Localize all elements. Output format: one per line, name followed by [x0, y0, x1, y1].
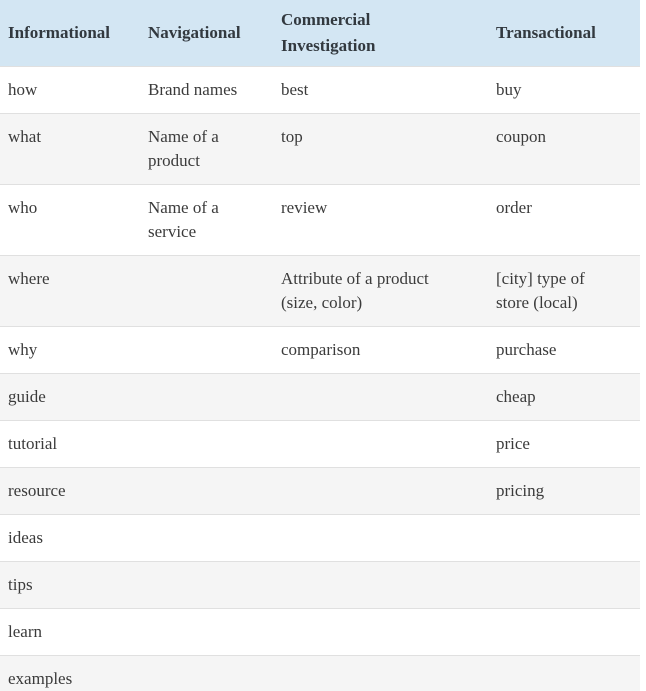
cell-transactional: [488, 561, 640, 609]
cell-navigational: [140, 608, 273, 656]
table-row: learn: [0, 608, 640, 656]
cell-informational: tips: [0, 561, 140, 609]
cell-informational: learn: [0, 608, 140, 656]
cell-commercial: best: [273, 66, 488, 114]
cell-transactional: [488, 514, 640, 562]
cell-navigational: [140, 467, 273, 515]
cell-informational: tutorial: [0, 420, 140, 468]
cell-transactional: cheap: [488, 373, 640, 421]
cell-informational: resource: [0, 467, 140, 515]
cell-commercial: review: [273, 184, 488, 256]
cell-transactional: [488, 608, 640, 656]
cell-informational: how: [0, 66, 140, 114]
cell-navigational: Name of a service: [140, 184, 273, 256]
cell-informational: who: [0, 184, 140, 256]
cell-navigational: [140, 326, 273, 374]
cell-navigational: [140, 561, 273, 609]
cell-commercial: top: [273, 113, 488, 185]
table-row: where Attribute of a product (size, colo…: [0, 255, 640, 327]
cell-transactional: pricing: [488, 467, 640, 515]
cell-navigational: [140, 255, 273, 327]
cell-transactional: coupon: [488, 113, 640, 185]
cell-commercial: comparison: [273, 326, 488, 374]
cell-transactional: [488, 655, 640, 691]
cell-navigational: [140, 420, 273, 468]
table-row: who Name of a service review order: [0, 184, 640, 256]
cell-commercial: [273, 373, 488, 421]
cell-commercial: [273, 561, 488, 609]
cell-commercial: [273, 608, 488, 656]
cell-informational: examples: [0, 655, 140, 691]
cell-commercial: Attribute of a product (size, color): [273, 255, 488, 327]
cell-informational: why: [0, 326, 140, 374]
table-row: resource pricing: [0, 467, 640, 515]
column-header-commercial-investigation: Commercial Investigation: [273, 0, 488, 67]
table-row: what Name of a product top coupon: [0, 113, 640, 185]
cell-navigational: Brand names: [140, 66, 273, 114]
cell-transactional: order: [488, 184, 640, 256]
table-row: tips: [0, 561, 640, 609]
table-row: ideas: [0, 514, 640, 562]
table-header-row: Informational Navigational Commercial In…: [0, 0, 640, 67]
table-row: guide cheap: [0, 373, 640, 421]
cell-commercial: [273, 467, 488, 515]
cell-navigational: Name of a product: [140, 113, 273, 185]
cell-transactional: price: [488, 420, 640, 468]
cell-informational: where: [0, 255, 140, 327]
cell-navigational: [140, 514, 273, 562]
column-header-transactional: Transactional: [488, 0, 640, 67]
cell-transactional: purchase: [488, 326, 640, 374]
cell-commercial: [273, 655, 488, 691]
cell-navigational: [140, 655, 273, 691]
cell-commercial: [273, 514, 488, 562]
cell-informational: what: [0, 113, 140, 185]
column-header-informational: Informational: [0, 0, 140, 67]
cell-informational: guide: [0, 373, 140, 421]
table-row: tutorial price: [0, 420, 640, 468]
table-row: how Brand names best buy: [0, 66, 640, 114]
column-header-navigational: Navigational: [140, 0, 273, 67]
cell-transactional: [city] type of store (local): [488, 255, 640, 327]
cell-informational: ideas: [0, 514, 140, 562]
cell-commercial: [273, 420, 488, 468]
cell-transactional: buy: [488, 66, 640, 114]
cell-navigational: [140, 373, 273, 421]
table-row: why comparison purchase: [0, 326, 640, 374]
table-row: examples: [0, 655, 640, 691]
